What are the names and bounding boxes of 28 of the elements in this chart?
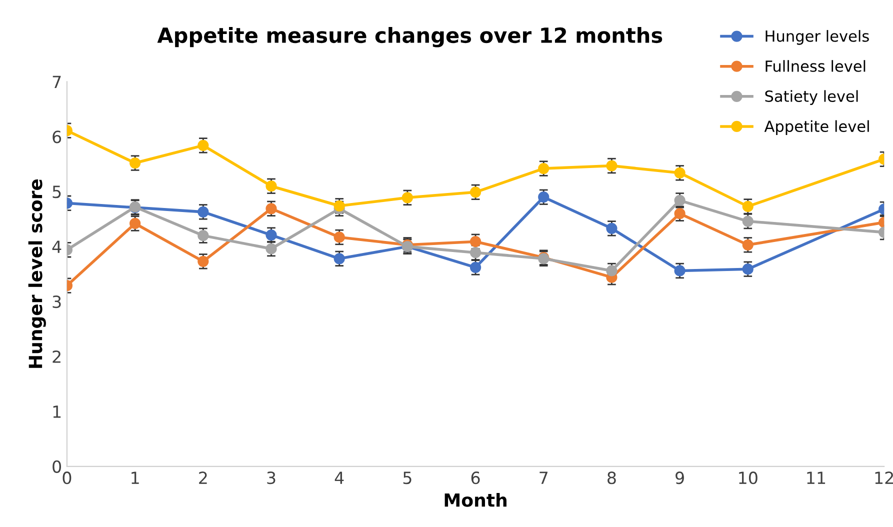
x-tick-label: 7 [540,472,548,484]
x-tick-label: 4 [334,472,344,484]
x-tick-label: 3 [267,472,276,484]
y-axis-title: Hunger level score [28,179,46,368]
y-tick-label: 5 [52,186,61,198]
x-tick-label: 2 [199,472,207,484]
x-tick-label: 0 [62,472,72,484]
x-tick-label: 5 [403,472,412,484]
x-tick-label: 10 [739,472,758,484]
y-tick-label: 4 [52,240,62,253]
y-tick-label: 6 [52,130,62,144]
y-tick-label: 1 [53,406,61,418]
x-tick-label: 12 [875,472,893,484]
y-tick-label: 3 [52,295,61,308]
x-tick-label: 1 [132,472,139,484]
x-tick-label: 8 [608,472,616,484]
y-tick-label: 2 [52,350,60,363]
y-tick-label: 7 [52,76,61,88]
x-axis-title: Month [444,492,506,507]
x-tick-label: 9 [676,472,684,484]
chart-title: Appetite measure changes over 12 months [157,26,662,48]
legend-label: Satiety level [765,90,858,105]
y-tick-label: 0 [52,460,62,473]
legend-label: Hunger levels [766,30,869,45]
x-tick-label: 11 [807,472,826,484]
x-tick-label: 6 [471,472,480,484]
legend-label: Fullness level [766,60,866,72]
legend-label: Appetite level [764,120,869,136]
